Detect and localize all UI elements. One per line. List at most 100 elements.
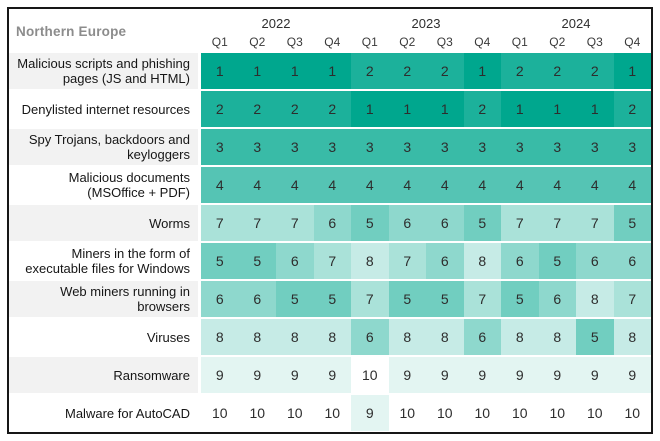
rank-cell: 7 <box>388 243 426 279</box>
rank-cell: 1 <box>538 91 576 127</box>
rank-cell: 2 <box>426 53 464 89</box>
rank-cell: 2 <box>576 53 614 89</box>
rank-cell: 1 <box>201 53 239 89</box>
rank-cell: 7 <box>276 205 314 241</box>
rank-cell: 6 <box>313 205 351 241</box>
quarter-header: Q3 <box>286 35 303 50</box>
rank-cell: 1 <box>501 91 539 127</box>
rank-cell: 5 <box>388 281 426 317</box>
quarter-header: Q3 <box>586 35 603 50</box>
rank-cell: 8 <box>388 319 426 355</box>
rank-cell: 3 <box>201 129 239 165</box>
rank-cell: 6 <box>426 243 464 279</box>
table-row: Web miners running in browsers 6 6 5 5 7 5 5 7 5 6… <box>9 281 651 317</box>
rank-cell: 8 <box>501 319 539 355</box>
rank-cell: 9 <box>313 357 351 393</box>
rank-cell: 9 <box>276 357 314 393</box>
rank-cell: 2 <box>388 53 426 89</box>
rank-cell: 5 <box>313 281 351 317</box>
rank-cell: 8 <box>313 319 351 355</box>
table-row: Miners in the form of executable files f… <box>9 243 651 279</box>
rank-cell: 8 <box>276 319 314 355</box>
quarter-header: Q2 <box>249 35 266 50</box>
rank-cell: 8 <box>463 243 501 279</box>
rank-cell: 4 <box>276 167 314 203</box>
table-row: Spy Trojans, backdoors and keyloggers 3 3 3… <box>9 129 651 165</box>
rank-cell: 2 <box>613 91 651 127</box>
rank-cell: 9 <box>388 357 426 393</box>
rank-cell: 1 <box>351 91 389 127</box>
rank-cell: 3 <box>238 129 276 165</box>
rank-cell: 7 <box>351 281 389 317</box>
rank-cell: 7 <box>576 205 614 241</box>
rank-cell: 8 <box>238 319 276 355</box>
rank-cell: 9 <box>538 357 576 393</box>
rank-cell: 4 <box>238 167 276 203</box>
rank-cell: 9 <box>238 357 276 393</box>
rank-cell: 3 <box>576 129 614 165</box>
rank-cell: 2 <box>463 91 501 127</box>
rank-cell: 7 <box>201 205 239 241</box>
rank-cell: 3 <box>501 129 539 165</box>
row-cells: 9 9 9 9 10 9 9 9 9 9 9 9 <box>201 357 651 393</box>
row-label: Miners in the form of executable files f… <box>25 246 190 276</box>
rank-cell: 10 <box>576 395 614 431</box>
table-row: Viruses 8 8 8 8 6 8 8 6 8 8 5 8 <box>9 319 651 355</box>
rank-cell: 1 <box>426 91 464 127</box>
rank-cell: 5 <box>501 281 539 317</box>
rank-cell: 1 <box>313 53 351 89</box>
rank-cell: 4 <box>538 167 576 203</box>
rank-cell: 9 <box>463 357 501 393</box>
rank-cell: 4 <box>351 167 389 203</box>
rank-cell: 9 <box>351 395 389 431</box>
row-cells: 10 10 10 10 9 10 10 10 10 10 10 10 <box>201 395 651 431</box>
rank-cell: 10 <box>463 395 501 431</box>
rank-cell: 7 <box>538 205 576 241</box>
rank-cell: 2 <box>538 53 576 89</box>
year-header-row: 2022 2023 2024 <box>201 9 651 32</box>
table-row: Worms 7 7 7 6 5 6 6 5 7 7 7 5 <box>9 205 651 241</box>
rank-cell: 3 <box>426 129 464 165</box>
table-header: Northern Europe 2022 2023 2024 Q1 Q2 Q3 Q4 Q1 Q… <box>9 9 651 53</box>
rank-cell: 7 <box>313 243 351 279</box>
region-title: Northern Europe <box>16 23 127 39</box>
rank-cell: 5 <box>613 205 651 241</box>
rank-cell: 6 <box>351 319 389 355</box>
quarter-header: Q2 <box>399 35 416 50</box>
rank-cell: 6 <box>238 281 276 317</box>
rank-cell: 6 <box>576 243 614 279</box>
rank-cell: 10 <box>313 395 351 431</box>
rank-cell: 4 <box>613 167 651 203</box>
rank-cell: 8 <box>613 319 651 355</box>
rank-cell: 6 <box>276 243 314 279</box>
rank-cell: 3 <box>538 129 576 165</box>
rank-cell: 6 <box>501 243 539 279</box>
rank-cell: 4 <box>201 167 239 203</box>
table-row: Ransomware 9 9 9 9 10 9 9 9 9 9 9 9 <box>9 357 651 393</box>
quarter-header: Q3 <box>436 35 453 50</box>
rank-cell: 8 <box>351 243 389 279</box>
rank-cell: 6 <box>388 205 426 241</box>
rank-cell: 2 <box>238 91 276 127</box>
rank-cell: 5 <box>538 243 576 279</box>
rank-cell: 2 <box>276 91 314 127</box>
table-row: Denylisted internet resources 2 2 2 2 1 1 1 2 1 1 1… <box>9 91 651 127</box>
rank-cell: 5 <box>463 205 501 241</box>
rank-cell: 7 <box>463 281 501 317</box>
rank-cell: 7 <box>238 205 276 241</box>
rank-cell: 1 <box>463 53 501 89</box>
rank-cell: 3 <box>276 129 314 165</box>
quarter-header: Q1 <box>511 35 528 50</box>
rank-cell: 4 <box>463 167 501 203</box>
row-label: Ransomware <box>9 357 198 393</box>
rank-cell: 2 <box>313 91 351 127</box>
rank-cell: 7 <box>501 205 539 241</box>
table-body: Malicious scripts and phishing pages (JS… <box>9 53 651 431</box>
rank-cell: 6 <box>201 281 239 317</box>
rank-cell: 10 <box>276 395 314 431</box>
